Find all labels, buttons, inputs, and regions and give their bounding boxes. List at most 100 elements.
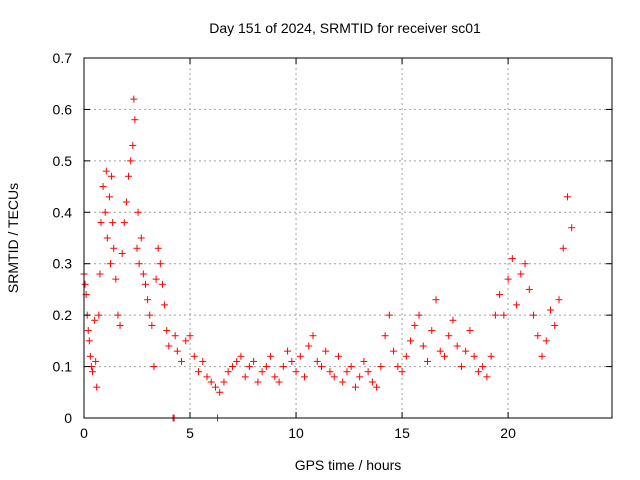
- data-point: [195, 368, 203, 376]
- data-point: [85, 337, 93, 345]
- data-point: [92, 357, 100, 365]
- data-point: [538, 352, 546, 360]
- data-point: [301, 373, 309, 381]
- x-tick-label: 20: [500, 425, 516, 441]
- data-point: [101, 208, 109, 216]
- data-point: [207, 378, 215, 386]
- y-tick-label: 0.4: [53, 204, 73, 220]
- data-point: [424, 357, 432, 365]
- data-point: [309, 332, 317, 340]
- data-point: [134, 208, 142, 216]
- data-point: [107, 260, 115, 268]
- data-point: [360, 357, 368, 365]
- data-point: [504, 275, 512, 283]
- data-point: [279, 363, 287, 371]
- data-point: [517, 270, 525, 278]
- x-tick-label: 5: [186, 425, 194, 441]
- data-point: [559, 244, 567, 252]
- data-point: [428, 327, 436, 335]
- axis-ticks: 0 5 10 15 20 0 0.1 0.2 0.3 0.4 0.5 0.6 0.7: [53, 50, 612, 441]
- data-point: [122, 198, 130, 206]
- data-point: [135, 260, 143, 268]
- data-point: [445, 332, 453, 340]
- data-point: [373, 383, 381, 391]
- data-point: [347, 363, 355, 371]
- data-point: [141, 280, 149, 288]
- data-point: [419, 342, 427, 350]
- data-point: [154, 244, 162, 252]
- data-point: [129, 141, 137, 149]
- data-point: [88, 368, 96, 376]
- data-point: [96, 270, 104, 278]
- data-point: [224, 368, 232, 376]
- data-point: [305, 342, 313, 350]
- data-point: [271, 373, 279, 381]
- data-point: [131, 116, 139, 124]
- data-point: [182, 337, 190, 345]
- data-point: [364, 368, 372, 376]
- data-point: [95, 311, 103, 319]
- data-point: [190, 352, 198, 360]
- data-point: [110, 244, 118, 252]
- data-point: [275, 378, 283, 386]
- x-tick-label: 0: [80, 425, 88, 441]
- data-point: [103, 234, 111, 242]
- y-axis-title: SRMTID / TECUs: [5, 183, 21, 293]
- y-tick-label: 0: [64, 410, 72, 426]
- y-tick-label: 0.1: [53, 359, 73, 375]
- data-point: [216, 388, 224, 396]
- data-point: [462, 347, 470, 355]
- data-point: [258, 368, 266, 376]
- data-point: [398, 368, 406, 376]
- data-point: [457, 363, 465, 371]
- data-point: [385, 311, 393, 319]
- data-point: [199, 357, 207, 365]
- data-point: [453, 342, 461, 350]
- data-point: [84, 327, 92, 335]
- data-point: [267, 352, 275, 360]
- data-point: [254, 378, 262, 386]
- data-point: [530, 311, 538, 319]
- data-point: [148, 321, 156, 329]
- data-point: [102, 167, 110, 175]
- data-point: [118, 249, 126, 257]
- data-point: [449, 316, 457, 324]
- data-points: [80, 95, 576, 422]
- data-point: [483, 373, 491, 381]
- data-point: [466, 327, 474, 335]
- data-point: [81, 280, 89, 288]
- data-point: [105, 193, 113, 201]
- data-point: [525, 285, 533, 293]
- data-point: [158, 280, 166, 288]
- data-point: [402, 352, 410, 360]
- data-point: [108, 172, 116, 180]
- x-tick-label: 15: [394, 425, 410, 441]
- data-point: [152, 275, 160, 283]
- data-point: [551, 321, 559, 329]
- data-point: [563, 193, 571, 201]
- data-point: [125, 172, 133, 180]
- data-point: [555, 296, 563, 304]
- data-point: [508, 255, 516, 263]
- grid-lines: [84, 58, 612, 418]
- data-point: [351, 383, 359, 391]
- data-point: [390, 347, 398, 355]
- data-point: [343, 368, 351, 376]
- data-point: [156, 260, 164, 268]
- data-point: [296, 352, 304, 360]
- data-point: [109, 219, 117, 227]
- data-point: [99, 183, 107, 191]
- data-point: [203, 373, 211, 381]
- data-point: [487, 352, 495, 360]
- data-point: [171, 332, 179, 340]
- data-point: [150, 363, 158, 371]
- data-point: [432, 296, 440, 304]
- data-point: [137, 234, 145, 242]
- data-point: [250, 357, 258, 365]
- data-point: [245, 363, 253, 371]
- data-point: [114, 311, 122, 319]
- data-point: [233, 357, 241, 365]
- data-point: [91, 316, 99, 324]
- x-tick-label: 10: [288, 425, 304, 441]
